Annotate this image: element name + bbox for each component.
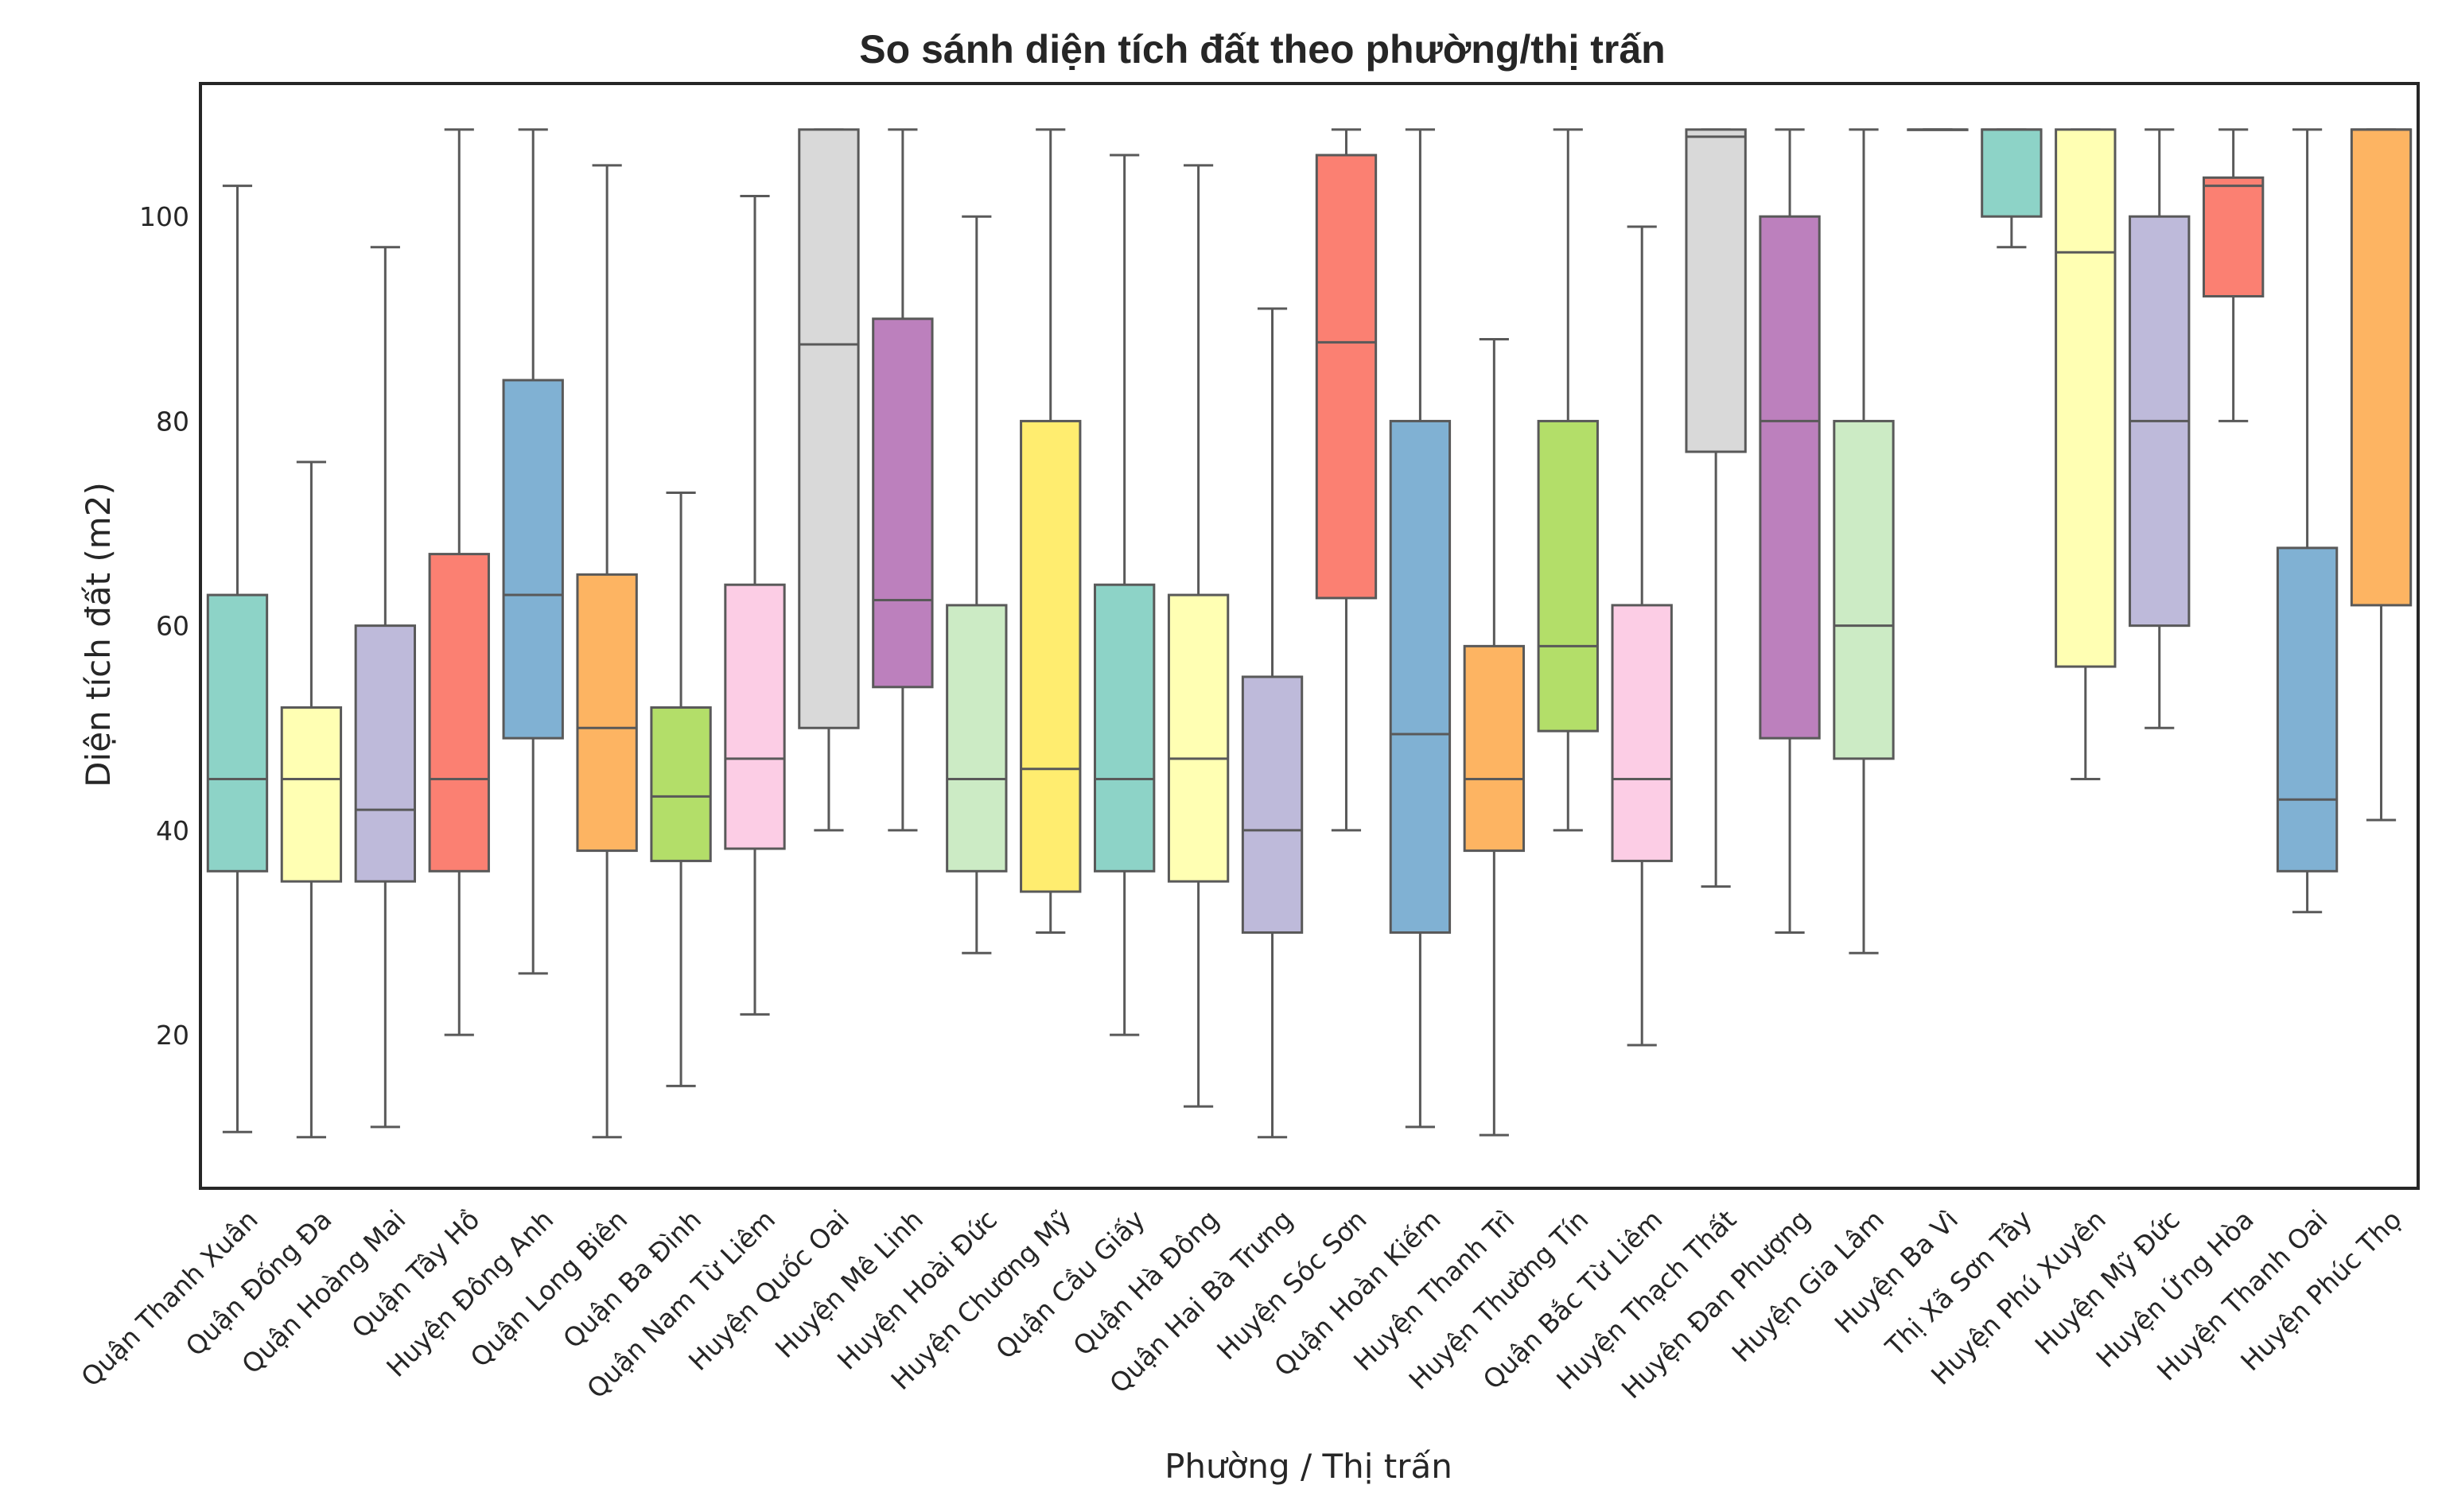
box-group	[2276, 128, 2339, 914]
iqr-box	[1020, 419, 1082, 893]
box-group	[1685, 128, 1747, 888]
box-group	[502, 128, 564, 975]
iqr-box	[2350, 128, 2413, 607]
iqr-box	[428, 553, 490, 873]
iqr-box	[1611, 604, 1673, 862]
box-group	[2202, 128, 2265, 422]
box-group	[1463, 338, 1526, 1137]
iqr-box	[1241, 675, 1304, 934]
box-group	[1167, 164, 1230, 1108]
iqr-box	[502, 379, 564, 740]
iqr-box	[1093, 583, 1156, 873]
box-group	[576, 164, 638, 1139]
box-group	[1020, 128, 1082, 934]
iqr-box	[1167, 593, 1230, 883]
iqr-box	[2055, 128, 2117, 668]
iqr-box	[1463, 644, 1526, 853]
iqr-box	[946, 604, 1008, 873]
box-group	[1093, 154, 1156, 1036]
y-axis-ticks: 20 40 60 80 100	[139, 201, 189, 1051]
box-group	[1981, 128, 2043, 249]
iqr-box	[798, 128, 860, 729]
chart-title: So sánh diện tích đất theo phường/thị tr…	[859, 27, 1665, 72]
box-group	[946, 215, 1008, 954]
box-group	[872, 128, 934, 832]
box-group	[1315, 128, 1378, 832]
iqr-box	[1759, 215, 1821, 740]
iqr-box	[650, 706, 712, 862]
iqr-box	[1833, 419, 1895, 760]
iqr-box	[1685, 128, 1747, 453]
x-axis-label: Phường / Thị trấn	[1165, 1447, 1452, 1486]
y-tick-label: 80	[156, 406, 189, 437]
box-group	[428, 128, 490, 1036]
y-axis-label: Diện tích đất (m2)	[79, 482, 118, 787]
box-group	[280, 461, 343, 1139]
iqr-box	[1537, 419, 1599, 733]
iqr-box	[2276, 546, 2339, 873]
box-group	[1759, 128, 1821, 934]
plot-area	[206, 128, 2413, 1139]
iqr-box	[2202, 176, 2265, 298]
y-tick-label: 40	[156, 815, 189, 846]
iqr-box	[1981, 128, 2043, 218]
iqr-box	[206, 593, 269, 873]
box-group	[1833, 128, 1895, 954]
iqr-box	[576, 573, 638, 853]
box-group	[1611, 225, 1673, 1047]
iqr-box	[872, 317, 934, 689]
plot-frame	[199, 82, 2420, 1190]
box-group	[724, 194, 786, 1016]
y-tick-label: 100	[139, 201, 189, 232]
x-tick-label: Quận Tây Hồ	[345, 1204, 485, 1344]
box-group	[2350, 128, 2413, 822]
y-tick-label: 20	[156, 1020, 189, 1051]
box-group	[1241, 307, 1304, 1139]
iqr-box	[1389, 419, 1452, 934]
iqr-box	[354, 624, 417, 883]
iqr-box	[280, 706, 343, 883]
box-group	[2129, 128, 2191, 729]
iqr-box	[1315, 154, 1378, 600]
box-group	[2055, 128, 2117, 781]
y-tick-label: 60	[156, 611, 189, 642]
box-group	[798, 128, 860, 832]
box-group	[1537, 128, 1599, 832]
box-group	[354, 246, 417, 1129]
box-group	[1389, 128, 1452, 1129]
iqr-box	[724, 583, 786, 850]
box-group	[650, 491, 712, 1087]
box-group	[206, 185, 269, 1133]
